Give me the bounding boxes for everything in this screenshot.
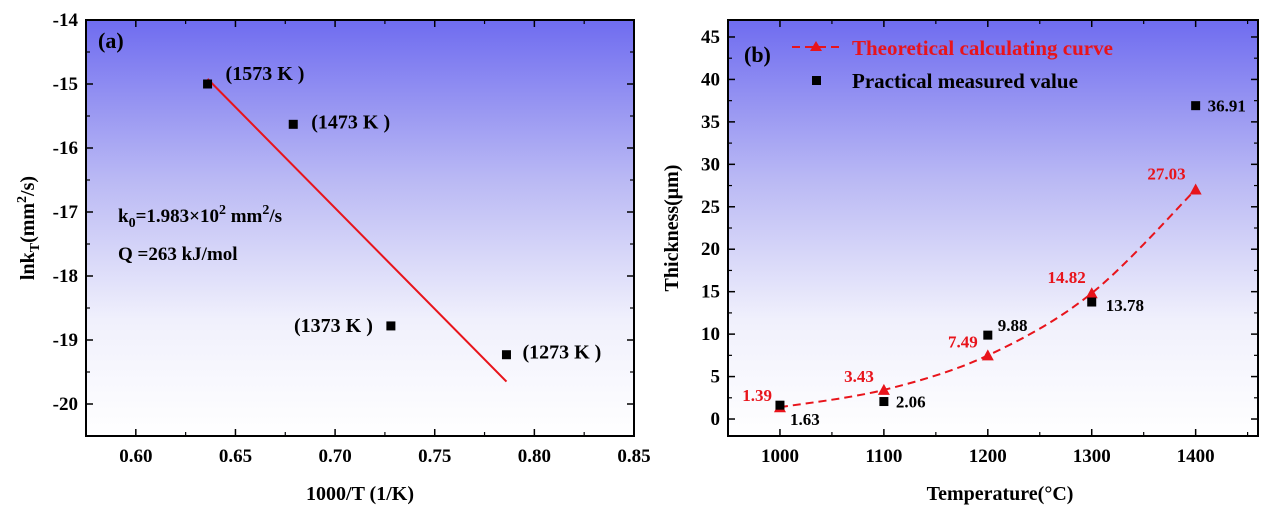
panel-b-y-tick-label: 0 bbox=[711, 409, 721, 430]
panel-b-x-tick-label: 1200 bbox=[969, 446, 1007, 467]
panel-b-practical-point bbox=[879, 397, 889, 407]
panel-a-data-point bbox=[288, 119, 298, 129]
panel-b-x-tick-label: 1000 bbox=[761, 446, 799, 467]
panel-b-y-tick-label: 5 bbox=[711, 367, 721, 388]
panel-a-point-label: (1273 K ) bbox=[522, 342, 601, 364]
panel-b-theoretical-curve bbox=[779, 188, 1197, 409]
panel-a-data-point bbox=[203, 79, 213, 89]
panel-a-x-tick-label: 0.85 bbox=[617, 446, 650, 467]
panel-b-y-tick-label: 25 bbox=[701, 197, 720, 218]
panel-b-practical-point bbox=[775, 400, 785, 410]
panel-a-x-tick-label: 0.60 bbox=[119, 446, 152, 467]
panel-b-practical-label: 2.06 bbox=[896, 393, 926, 412]
panel-b-theoretical-label: 14.82 bbox=[1047, 268, 1085, 287]
legend-practical-label: Practical measured value bbox=[852, 69, 1078, 93]
panel-a-fit-line bbox=[206, 78, 508, 383]
panel-a-y-axis-title: lnkT(mm2/s) bbox=[15, 176, 43, 280]
panel-a-plot-area bbox=[86, 20, 634, 436]
panel-a-x-tick-label: 0.80 bbox=[518, 446, 551, 467]
panel-a-x-tick-label: 0.75 bbox=[418, 446, 451, 467]
panel-a-point-label: (1573 K ) bbox=[226, 63, 305, 85]
panel-b-theoretical-point bbox=[981, 349, 994, 361]
panel-b-y-tick-label: 35 bbox=[701, 112, 720, 133]
panel-a-point-label: (1473 K ) bbox=[311, 111, 390, 133]
panel-b-y-tick-label: 10 bbox=[701, 324, 720, 345]
legend-practical-marker bbox=[812, 76, 821, 85]
panel-b-ticks: 1000 1100 1200 1300 1400 0 5 10 15 20 25 30 35 40 45 bbox=[701, 20, 1258, 467]
legend-theoretical-marker bbox=[810, 41, 822, 51]
panel-b-x-tick-label: 1300 bbox=[1073, 446, 1111, 467]
panel-b-frame bbox=[727, 19, 1259, 437]
panel-a-y-tick-label: -17 bbox=[53, 202, 79, 223]
panel-b-practical-label: 13.78 bbox=[1106, 296, 1144, 315]
panel-b-tag: (b) bbox=[744, 42, 771, 67]
panel-b-practical-point bbox=[1191, 101, 1201, 111]
panel-b-theoretical-label: 3.43 bbox=[844, 367, 874, 386]
panel-a-y-tick-label: -15 bbox=[53, 74, 78, 95]
panel-a-y-tick-label: -14 bbox=[53, 10, 79, 31]
panel-b-y-tick-label: 20 bbox=[701, 239, 720, 260]
panel-b-y-axis-title: Thickness(μm) bbox=[661, 165, 683, 292]
panel-b-y-tick-label: 45 bbox=[701, 27, 720, 48]
panel-a-y-tick-label: -16 bbox=[53, 138, 78, 159]
panel-b-y-tick-label: 15 bbox=[701, 282, 720, 303]
panel-b-practical-label: 9.88 bbox=[998, 316, 1028, 335]
panel-b-y-tick-label: 40 bbox=[701, 69, 720, 90]
panel-b-practical-label: 1.63 bbox=[790, 410, 820, 429]
panel-a-q-annotation: Q =263 kJ/mol bbox=[118, 244, 238, 265]
panel-b-legend: Theoretical calculating curve Practical … bbox=[792, 36, 1113, 93]
panel-a-x-tick-label: 0.65 bbox=[219, 446, 252, 467]
panel-a-x-tick-label: 0.70 bbox=[318, 446, 351, 467]
panel-b: 1.39 3.43 7.49 14.82 27.03 1.63 2.06 9.88 13.78 3… bbox=[661, 19, 1259, 505]
legend-theoretical-label: Theoretical calculating curve bbox=[852, 36, 1113, 60]
panel-a: (1573 K ) (1473 K ) (1373 K ) (1273 K ) 0.6… bbox=[15, 10, 651, 505]
panel-a-tag: (a) bbox=[98, 28, 124, 53]
panel-b-practical-point bbox=[983, 330, 993, 340]
panel-b-theoretical-label: 27.03 bbox=[1147, 165, 1185, 184]
panel-b-practical-point bbox=[1087, 297, 1097, 307]
panel-a-points: (1573 K ) (1473 K ) (1373 K ) (1273 K ) bbox=[203, 63, 601, 364]
panel-b-theoretical-point bbox=[1085, 287, 1098, 299]
panel-b-points: 1.39 3.43 7.49 14.82 27.03 1.63 2.06 9.88 13.78 3… bbox=[742, 97, 1246, 430]
panel-a-x-axis-title: 1000/T (1/K) bbox=[306, 483, 414, 505]
panel-b-theoretical-label: 7.49 bbox=[948, 332, 978, 351]
panel-a-data-point bbox=[386, 321, 396, 331]
panel-b-plot-area bbox=[728, 20, 1258, 436]
panel-b-practical-label: 36.91 bbox=[1208, 97, 1246, 116]
panel-a-frame bbox=[85, 19, 635, 437]
panel-a-y-tick-label: -18 bbox=[53, 266, 78, 287]
panel-a-y-tick-label: -19 bbox=[53, 330, 78, 351]
panel-b-theoretical-point bbox=[1189, 183, 1202, 195]
panel-b-x-axis-title: Temperature(°C) bbox=[927, 483, 1074, 505]
panel-a-point-label: (1373 K ) bbox=[294, 315, 373, 337]
panel-a-ticks: 0.60 0.65 0.70 0.75 0.80 0.85 -20 -19 -18 -17 -16 -… bbox=[53, 10, 651, 467]
panel-b-y-tick-label: 30 bbox=[701, 154, 720, 175]
panel-b-x-tick-label: 1100 bbox=[865, 446, 902, 467]
panel-b-theoretical-point bbox=[877, 383, 890, 395]
panel-a-data-point bbox=[501, 350, 511, 360]
panel-a-k0-annotation: k0=1.983×102 mm2/s bbox=[118, 203, 282, 231]
panel-b-theoretical-label: 1.39 bbox=[742, 386, 772, 405]
panel-b-x-tick-label: 1400 bbox=[1177, 446, 1215, 467]
panel-a-y-tick-label: -20 bbox=[53, 394, 78, 415]
